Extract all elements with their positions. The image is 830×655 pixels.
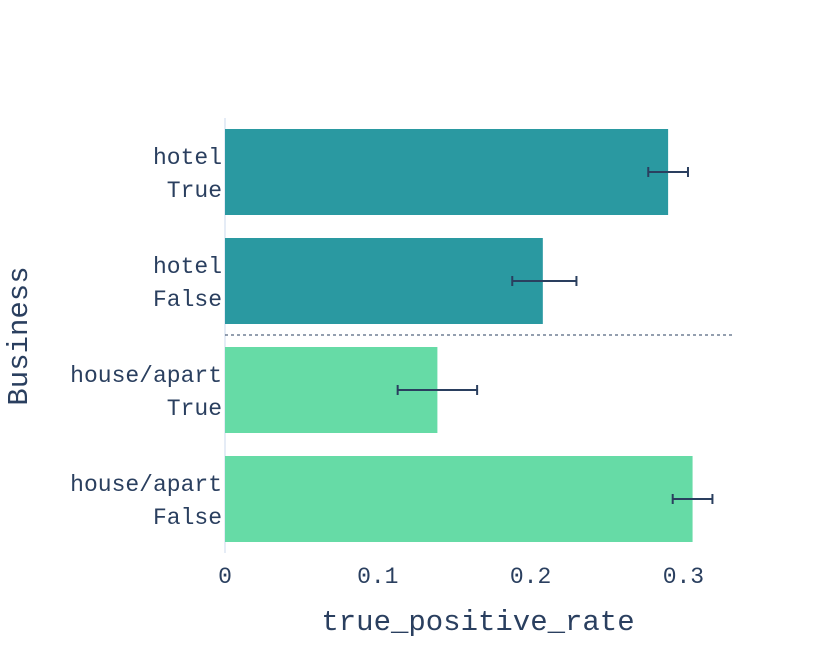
x-tick-labels-group: 0 0.1 0.2 0.3 bbox=[218, 564, 704, 590]
x-tick-label-2: 0.2 bbox=[510, 564, 551, 590]
bar-1 bbox=[225, 238, 543, 324]
category-label-line2-3: False bbox=[153, 505, 222, 531]
category-label-line1-1: hotel bbox=[153, 254, 222, 280]
x-tick-label-0: 0 bbox=[218, 564, 232, 590]
category-label-line2-1: False bbox=[153, 287, 222, 313]
bars-group bbox=[225, 129, 693, 542]
bar-3 bbox=[225, 456, 693, 542]
category-labels-group: hotel True hotel False house/apart True house/… bbox=[70, 145, 222, 531]
error-bars-group bbox=[396, 167, 714, 504]
category-label-line2-2: True bbox=[167, 396, 222, 422]
category-label-line1-3: house/apart bbox=[70, 472, 222, 498]
category-label-line1-2: house/apart bbox=[70, 363, 222, 389]
category-label-line2-0: True bbox=[167, 178, 222, 204]
x-tick-label-3: 0.3 bbox=[663, 564, 704, 590]
x-tick-label-1: 0.1 bbox=[357, 564, 398, 590]
x-axis-title: true_positive_rate bbox=[321, 606, 634, 639]
y-axis-title: Business bbox=[3, 266, 36, 405]
bar-0 bbox=[225, 129, 669, 215]
category-label-line1-0: hotel bbox=[153, 145, 222, 171]
